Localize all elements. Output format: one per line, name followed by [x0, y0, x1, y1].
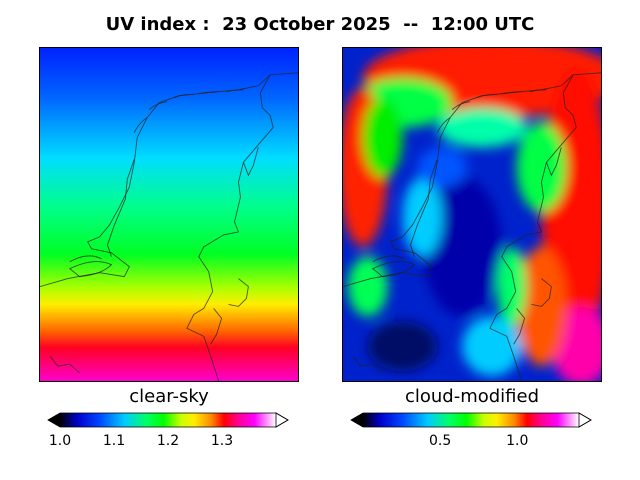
colorbar-tick-label: 0.5: [429, 433, 452, 449]
cloud-modified-label: cloud-modified: [404, 386, 540, 407]
clear-sky-label: clear-sky: [129, 386, 209, 407]
cloud-modified-map: [342, 47, 602, 382]
clear-sky-colorbar: [47, 412, 289, 428]
uv-field-clear: [40, 48, 298, 381]
wadden-islands: [436, 89, 547, 133]
colorbar-tick-label: 1.0: [506, 433, 529, 449]
cloud-modified-colorbar: [350, 412, 592, 428]
cloud-pattern: [343, 48, 601, 381]
colorbar-tick-label: 1.0: [48, 433, 72, 449]
clear-sky-map: [39, 47, 299, 382]
map-title: UV index : 23 October 2025 -- 12:00 UTC: [105, 14, 535, 35]
wadden-islands: [133, 89, 244, 133]
colorbar-tick-label: 1.1: [102, 433, 126, 449]
colorbar-tick-label: 1.3: [210, 433, 234, 449]
colorbar-tick-label: 1.2: [156, 433, 180, 449]
